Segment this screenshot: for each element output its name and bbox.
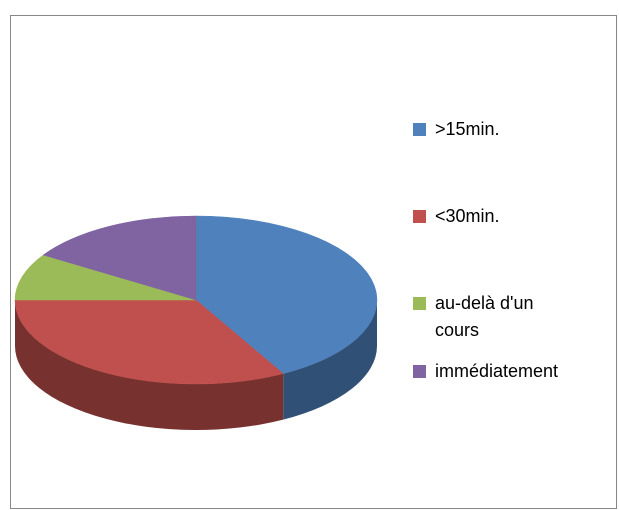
legend-swatch (413, 297, 426, 310)
pie-slice (195, 215, 378, 374)
legend-label: immédiatement (435, 361, 559, 381)
legend-item: immédiatement (413, 358, 573, 385)
pie-slice (14, 254, 197, 301)
legend-item: au-delà d'un cours (413, 290, 573, 344)
legend: >15min. <30min. au-delà d'un cours immédiat… (413, 116, 573, 385)
pie-slice (14, 299, 284, 385)
pie-side (283, 300, 378, 420)
legend-swatch (413, 123, 426, 136)
legend-item: >15min. (413, 116, 573, 143)
pie (14, 215, 378, 431)
legend-swatch (413, 210, 426, 223)
legend-item: <30min. (413, 203, 573, 230)
legend-swatch (413, 365, 426, 378)
pie-side (15, 300, 284, 431)
legend-label: au-delà d'un cours (435, 293, 534, 340)
pie-slice (42, 215, 197, 301)
legend-label: <30min. (435, 206, 500, 226)
legend-label: >15min. (435, 119, 500, 139)
